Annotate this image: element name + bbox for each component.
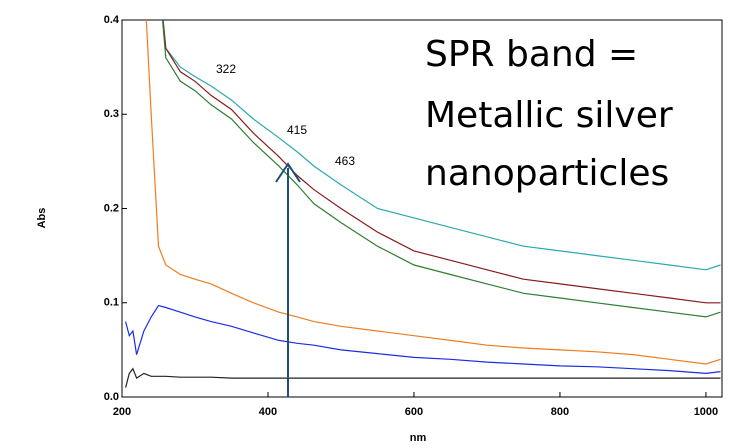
x-axis-label: nm	[410, 432, 427, 444]
y-tick-label: 0.1	[104, 297, 119, 309]
x-tick-label: 400	[259, 406, 277, 418]
annotation: 463	[335, 154, 355, 168]
callout: Metallic silver	[425, 95, 673, 136]
x-tick-label: 600	[405, 406, 423, 418]
callout: nanoparticles	[425, 153, 669, 194]
annotation: 415	[287, 123, 307, 137]
series-line	[162, 20, 721, 271]
x-tick-label: 800	[551, 406, 569, 418]
x-tick-label: 200	[113, 406, 131, 418]
y-tick-label: 0.3	[104, 108, 119, 120]
y-axis-label: Abs	[36, 208, 48, 229]
y-tick-label: 0.4	[104, 14, 120, 26]
x-tick-label: 1000	[694, 406, 718, 418]
series-line	[145, 20, 721, 365]
callout: SPR band =	[425, 34, 638, 75]
plot-frame	[121, 19, 723, 398]
series-line	[162, 20, 721, 304]
y-tick-label: 0.0	[104, 391, 119, 403]
series-line	[161, 20, 721, 318]
arrow-head	[275, 162, 301, 183]
y-tick-label: 0.2	[104, 202, 119, 214]
annotation: 322	[216, 62, 236, 76]
